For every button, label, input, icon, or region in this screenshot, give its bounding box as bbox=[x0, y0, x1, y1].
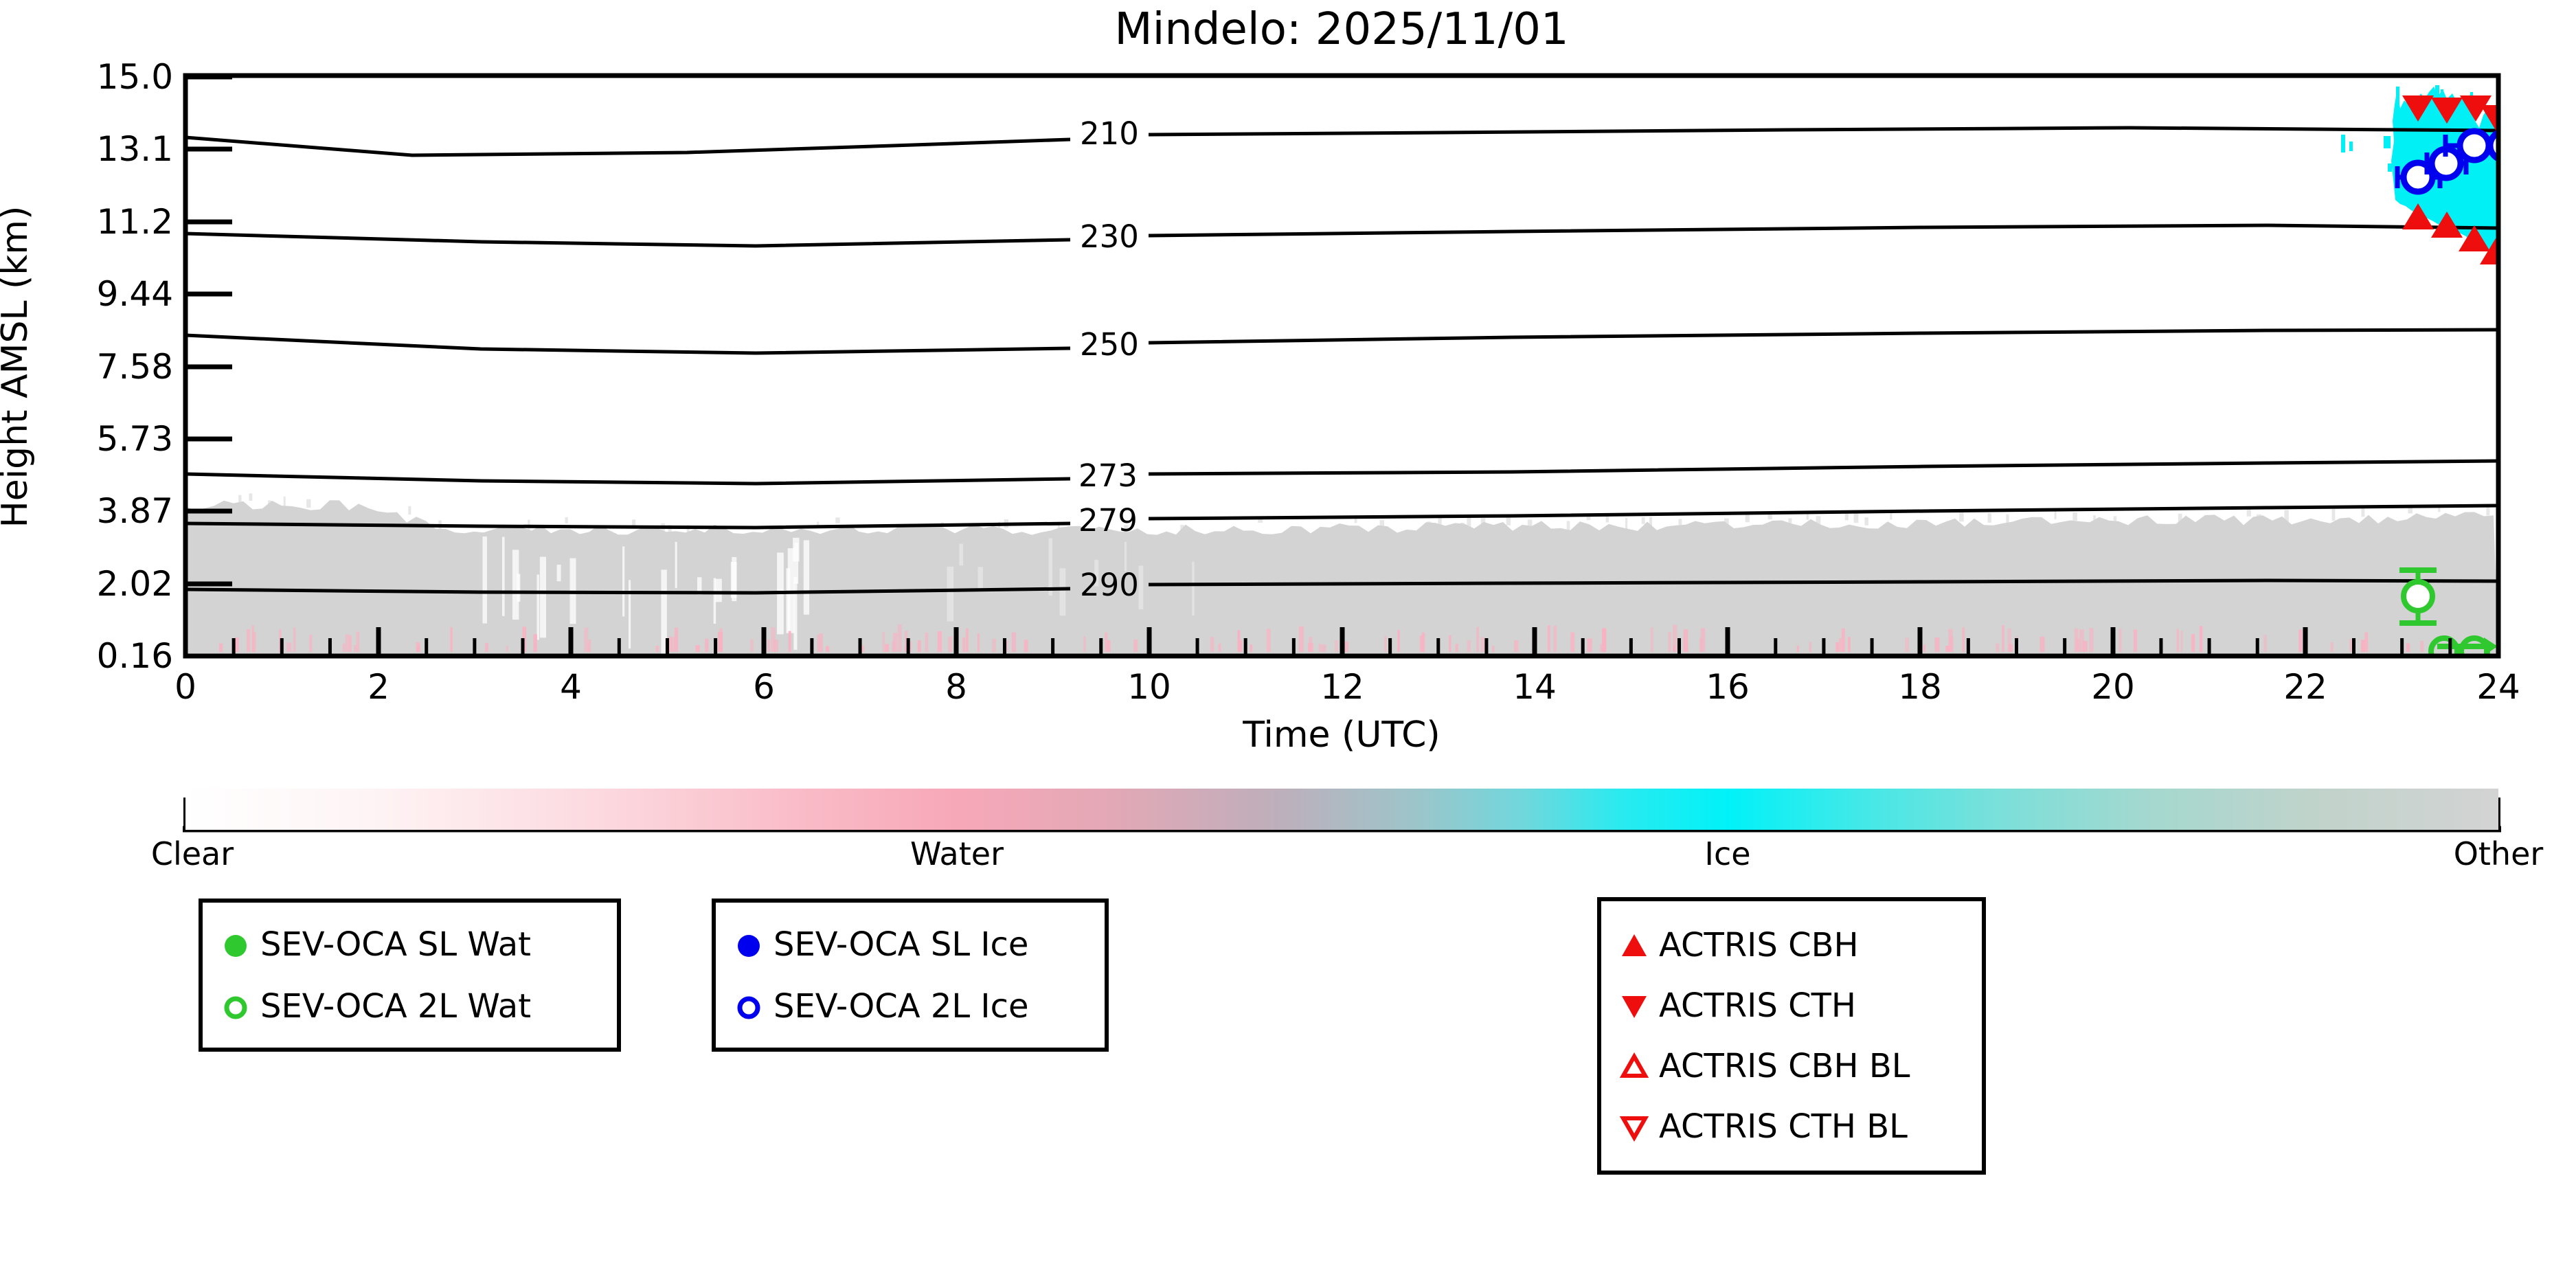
plot-canvas bbox=[183, 73, 2501, 833]
cloud-classification-figure: Mindelo: 2025/11/01 Height AMSL (km) Tim… bbox=[0, 4, 2544, 1175]
